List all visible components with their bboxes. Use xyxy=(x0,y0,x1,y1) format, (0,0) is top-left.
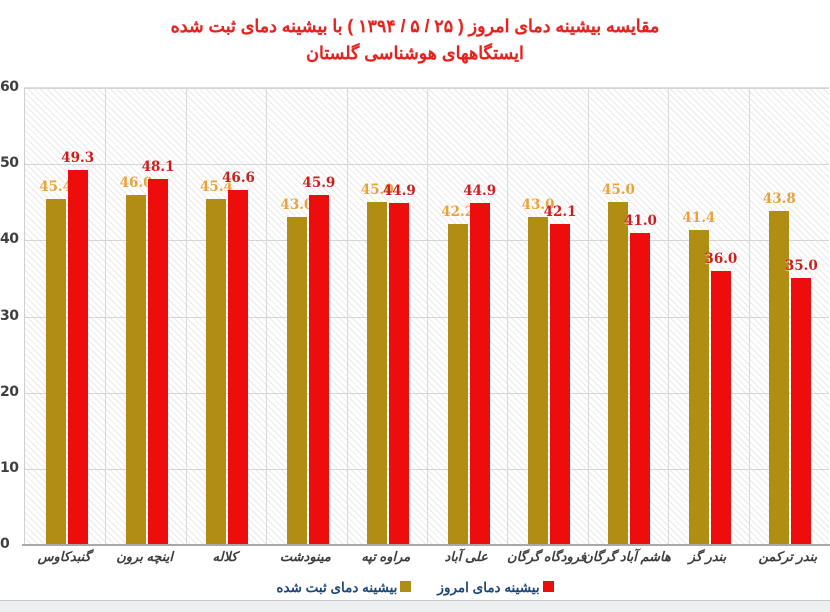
gridline-x-7 xyxy=(587,88,589,545)
legend-item-2: بیشینه دمای امروز xyxy=(437,580,554,596)
value-label-recorded: 45.0 xyxy=(602,182,635,199)
bar-today xyxy=(67,169,88,545)
legend-swatch-icon xyxy=(400,581,412,592)
value-label-today: 49.3 xyxy=(61,149,95,166)
bar-recorded xyxy=(126,194,147,545)
x-label-8: هاشم آباد گرگان xyxy=(583,549,671,564)
gridline-x-5 xyxy=(427,88,428,545)
bar-recorded xyxy=(447,223,468,545)
x-label-9: بندر گز xyxy=(688,549,727,564)
value-label-recorded: 41.4 xyxy=(682,209,716,226)
chart-title-line1: مقایسه بیشینه دمای امروز ( ۲۵ / ۵ / ۱۳۹۴… xyxy=(170,16,660,36)
bar-recorded xyxy=(45,199,66,545)
y-tick-50: 50 xyxy=(0,155,19,172)
value-label-recorded: 43.0 xyxy=(521,197,555,214)
bar-group-8: 45.0 41.0 xyxy=(588,88,668,545)
bar-recorded xyxy=(769,211,790,545)
x-label-5: مراوه تپه xyxy=(361,549,411,564)
x-label-3: کلاله xyxy=(212,549,238,564)
bar-recorded xyxy=(206,199,227,545)
y-tick-40: 40 xyxy=(0,231,19,248)
gridline-x-4 xyxy=(346,88,348,545)
bottom-strip xyxy=(0,600,830,612)
chart-title: مقایسه بیشینه دمای امروز ( ۲۵ / ۵ / ۱۳۹۴… xyxy=(0,0,830,80)
value-label-recorded: 43.0 xyxy=(280,197,314,214)
y-tick-20: 20 xyxy=(0,383,19,400)
bar-group-6: 42.2 44.9 xyxy=(427,88,507,545)
chart-legend: بیشینه دمای ثبت شده بیشینه دمای امروز xyxy=(0,580,830,596)
x-label-2: اینچه برون xyxy=(116,549,173,564)
x-axis-labels: گنبدکاوس اینچه برون کلاله مینودشت مراوه تپه ع… xyxy=(24,549,828,575)
bar-today xyxy=(469,203,490,545)
y-tick-0: 0 xyxy=(0,536,10,552)
value-label-recorded: 46.0 xyxy=(119,174,153,191)
plot-area: 45.4 49.3 46.0 48.1 45.4 46.6 43.0 45.9 45.0 44.9… xyxy=(24,87,829,545)
bar-today xyxy=(791,278,812,545)
bar-group-9: 41.4 36.0 xyxy=(668,88,748,545)
value-label-today: 48.1 xyxy=(141,158,175,175)
bar-today xyxy=(550,224,571,545)
y-tick-30: 30 xyxy=(0,307,19,324)
value-label-today: 44.9 xyxy=(463,183,497,200)
bar-today xyxy=(630,232,651,545)
bar-recorded xyxy=(688,229,709,545)
bar-recorded xyxy=(367,202,388,545)
x-label-1: گنبدکاوس xyxy=(37,549,91,564)
bar-recorded xyxy=(528,217,549,545)
bar-group-1: 45.4 49.3 xyxy=(25,88,105,545)
legend-label: بیشینه دمای ثبت شده xyxy=(276,580,398,595)
value-label-recorded: 45.0 xyxy=(360,182,394,199)
gridline-x-3 xyxy=(266,88,268,545)
legend-label: بیشینه دمای امروز xyxy=(437,580,540,595)
bar-group-3: 45.4 46.6 xyxy=(186,88,266,545)
value-label-today: 45.9 xyxy=(302,175,336,192)
value-label-today: 41.0 xyxy=(624,212,657,229)
bar-group-4: 43.0 45.9 xyxy=(266,88,346,545)
legend-item-1: بیشینه دمای ثبت شده xyxy=(276,580,412,596)
value-label-recorded: 42.2 xyxy=(441,203,475,220)
value-label-recorded: 45.4 xyxy=(39,179,73,196)
value-label-today: 42.1 xyxy=(543,204,577,221)
value-label-recorded: 43.8 xyxy=(762,191,796,208)
x-label-4: مینودشت xyxy=(279,549,331,564)
bar-group-10: 43.8 35.0 xyxy=(749,88,829,545)
bar-today xyxy=(148,178,169,545)
gridline-x-2 xyxy=(185,88,187,545)
x-axis-line xyxy=(22,544,830,546)
value-label-recorded: 45.4 xyxy=(200,179,233,196)
value-label-today: 36.0 xyxy=(704,250,738,267)
bar-today xyxy=(228,190,249,545)
bar-group-5: 45.0 44.9 xyxy=(347,88,427,545)
gridline-x-8 xyxy=(668,88,670,545)
y-tick-60: 60 xyxy=(0,79,19,95)
value-label-today: 44.9 xyxy=(382,183,416,200)
bar-recorded xyxy=(286,217,307,545)
bar-today xyxy=(308,195,329,545)
y-tick-10: 10 xyxy=(0,459,19,476)
bar-recorded xyxy=(608,202,629,545)
value-label-today: 35.0 xyxy=(784,258,818,275)
gridline-x-1 xyxy=(105,88,107,545)
bar-today xyxy=(710,270,731,545)
chart-title-line2: ایستگاههای هوشناسی گلستان xyxy=(306,43,524,63)
gridline-x-9 xyxy=(748,88,750,545)
gridline-x-6 xyxy=(507,88,509,545)
x-label-7: فرودگاه گرگان xyxy=(507,549,587,564)
bar-today xyxy=(389,203,410,545)
bar-group-7: 43.0 42.1 xyxy=(507,88,587,545)
value-label-today: 46.6 xyxy=(222,170,255,187)
legend-swatch-icon xyxy=(542,581,554,592)
x-label-10: بندر ترکمن xyxy=(758,549,818,564)
x-label-6: علی آباد xyxy=(444,549,488,564)
bar-group-2: 46.0 48.1 xyxy=(105,88,185,545)
